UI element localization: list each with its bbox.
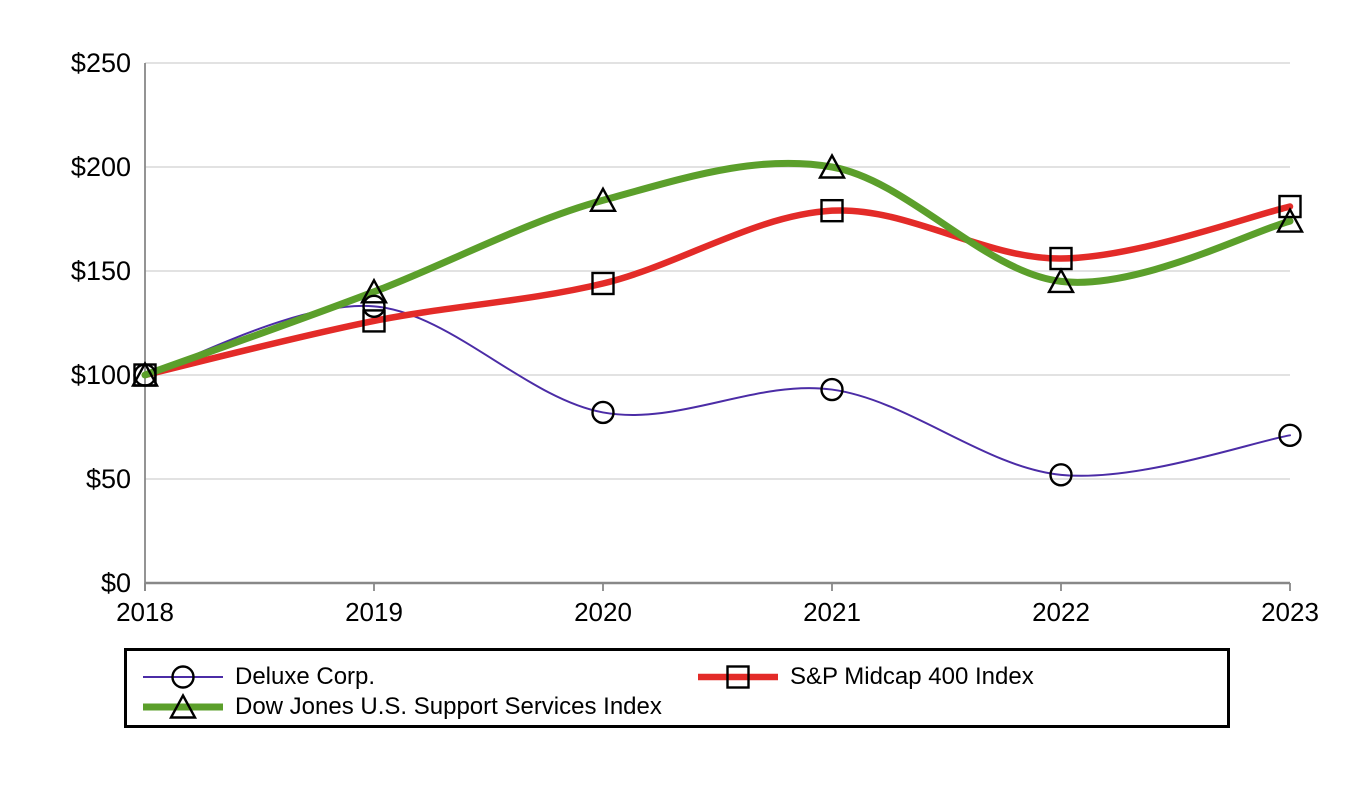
marker-square-icon <box>362 309 386 333</box>
legend-swatch-square-line-icon <box>698 665 778 689</box>
x-axis-tick-label: 2020 <box>574 597 632 627</box>
marker-circle-icon <box>820 377 844 402</box>
legend-label: Deluxe Corp. <box>235 663 376 690</box>
marker-triangle-icon <box>130 360 160 387</box>
marker-circle-icon <box>1049 463 1073 487</box>
series-line-dow-jones-u-s-support-services-index <box>141 159 1294 379</box>
x-axis-tick-label: 2019 <box>345 597 403 627</box>
marker-triangle-icon <box>817 152 847 179</box>
marker-triangle-icon <box>1046 267 1076 294</box>
series-line-deluxe-corp <box>144 304 1291 477</box>
marker-triangle-icon <box>359 277 389 304</box>
y-axis-tick-label: $150 <box>71 256 131 286</box>
legend-item-sp-midcap-400: S&P Midcap 400 Index <box>696 661 1034 693</box>
marker-square-icon <box>820 198 844 223</box>
x-axis-tick-label: 2018 <box>116 597 174 627</box>
legend-item-deluxe-corp: Deluxe Corp. <box>141 661 375 693</box>
marker-triangle-icon <box>168 692 198 719</box>
x-axis-tick-label: 2022 <box>1032 597 1090 627</box>
legend-item-dow-jones-support-services: Dow Jones U.S. Support Services Index <box>141 691 662 723</box>
marker-circle-icon <box>1278 423 1302 448</box>
marker-square-icon <box>1278 194 1302 219</box>
x-axis-tick-label: 2023 <box>1261 597 1319 627</box>
marker-square-icon <box>591 271 615 296</box>
legend-swatch-circle-line-icon <box>143 665 223 689</box>
legend-swatch-triangle-line-icon <box>143 692 223 719</box>
series-line-s-p-midcap-400-index <box>141 203 1294 379</box>
y-axis-tick-label: $0 <box>101 568 131 598</box>
legend-label: Dow Jones U.S. Support Services Index <box>235 693 662 720</box>
y-axis-tick-label: $200 <box>71 152 131 182</box>
marker-triangle-icon <box>1275 207 1305 233</box>
marker-circle-icon <box>171 665 195 689</box>
y-axis-tick-label: $250 <box>71 48 131 78</box>
y-axis-tick-label: $100 <box>71 360 131 390</box>
marker-square-icon <box>726 665 750 689</box>
chart-legend: Deluxe Corp. Dow Jones U.S. Support Serv… <box>124 648 1230 728</box>
marker-triangle-icon <box>588 186 618 212</box>
x-axis-tick-label: 2021 <box>803 597 861 627</box>
marker-circle-icon <box>591 400 615 425</box>
y-axis-tick-label: $50 <box>86 464 131 494</box>
legend-label: S&P Midcap 400 Index <box>790 663 1034 690</box>
marker-circle-icon <box>362 294 386 319</box>
